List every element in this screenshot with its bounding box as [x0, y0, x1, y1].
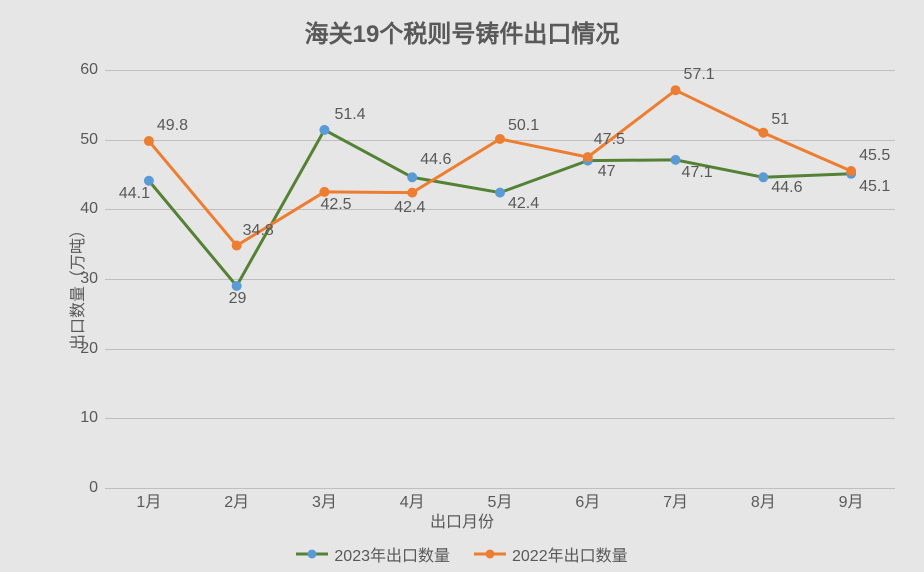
legend: 2023年出口数量 2022年出口数量 — [0, 542, 924, 566]
data-label: 47.5 — [594, 131, 625, 149]
series-line — [149, 130, 851, 286]
series-marker — [320, 125, 329, 134]
data-label: 44.6 — [771, 179, 802, 197]
data-label: 42.4 — [508, 195, 539, 213]
data-label: 44.6 — [420, 151, 451, 169]
series-marker — [759, 128, 768, 137]
series-marker — [408, 173, 417, 182]
data-label: 45.1 — [859, 178, 890, 196]
series-marker — [847, 167, 856, 176]
data-label: 51 — [771, 111, 789, 129]
series-marker — [671, 155, 680, 164]
series-marker — [671, 86, 680, 95]
chart-lines — [105, 70, 895, 488]
series-marker — [408, 188, 417, 197]
y-tick-label: 10 — [80, 409, 98, 427]
y-tick-label: 40 — [80, 200, 98, 218]
data-label: 47.1 — [682, 164, 713, 182]
data-label: 42.4 — [394, 199, 425, 217]
data-label: 47 — [598, 163, 616, 181]
chart-title: 海关19个税则号铸件出口情况 — [0, 14, 924, 49]
legend-swatch — [474, 548, 506, 560]
series-marker — [583, 153, 592, 162]
series-marker — [759, 173, 768, 182]
chart-container: 海关19个税则号铸件出口情况 出口数量（万吨） 0102030405060 1月… — [0, 0, 924, 572]
y-tick-label: 30 — [80, 270, 98, 288]
data-label: 34.8 — [243, 222, 274, 240]
y-tick-label: 0 — [89, 479, 98, 497]
series-marker — [496, 188, 505, 197]
legend-item: 2022年出口数量 — [474, 542, 628, 566]
y-tick-label: 60 — [80, 61, 98, 79]
data-label: 51.4 — [334, 106, 365, 124]
legend-swatch — [296, 548, 328, 560]
y-tick-label: 20 — [80, 340, 98, 358]
legend-label: 2023年出口数量 — [334, 542, 450, 566]
series-marker — [496, 134, 505, 143]
legend-label: 2022年出口数量 — [512, 542, 628, 566]
series-marker — [144, 137, 153, 146]
data-label: 50.1 — [508, 117, 539, 135]
data-label: 45.5 — [859, 147, 890, 165]
x-axis-title: 出口月份 — [0, 508, 924, 532]
series-marker — [232, 241, 241, 250]
data-label: 57.1 — [684, 66, 715, 84]
legend-item: 2023年出口数量 — [296, 542, 450, 566]
y-tick-label: 50 — [80, 131, 98, 149]
data-label: 29 — [229, 290, 247, 308]
data-label: 49.8 — [157, 117, 188, 135]
data-label: 42.5 — [320, 196, 351, 214]
data-label: 44.1 — [119, 185, 150, 203]
